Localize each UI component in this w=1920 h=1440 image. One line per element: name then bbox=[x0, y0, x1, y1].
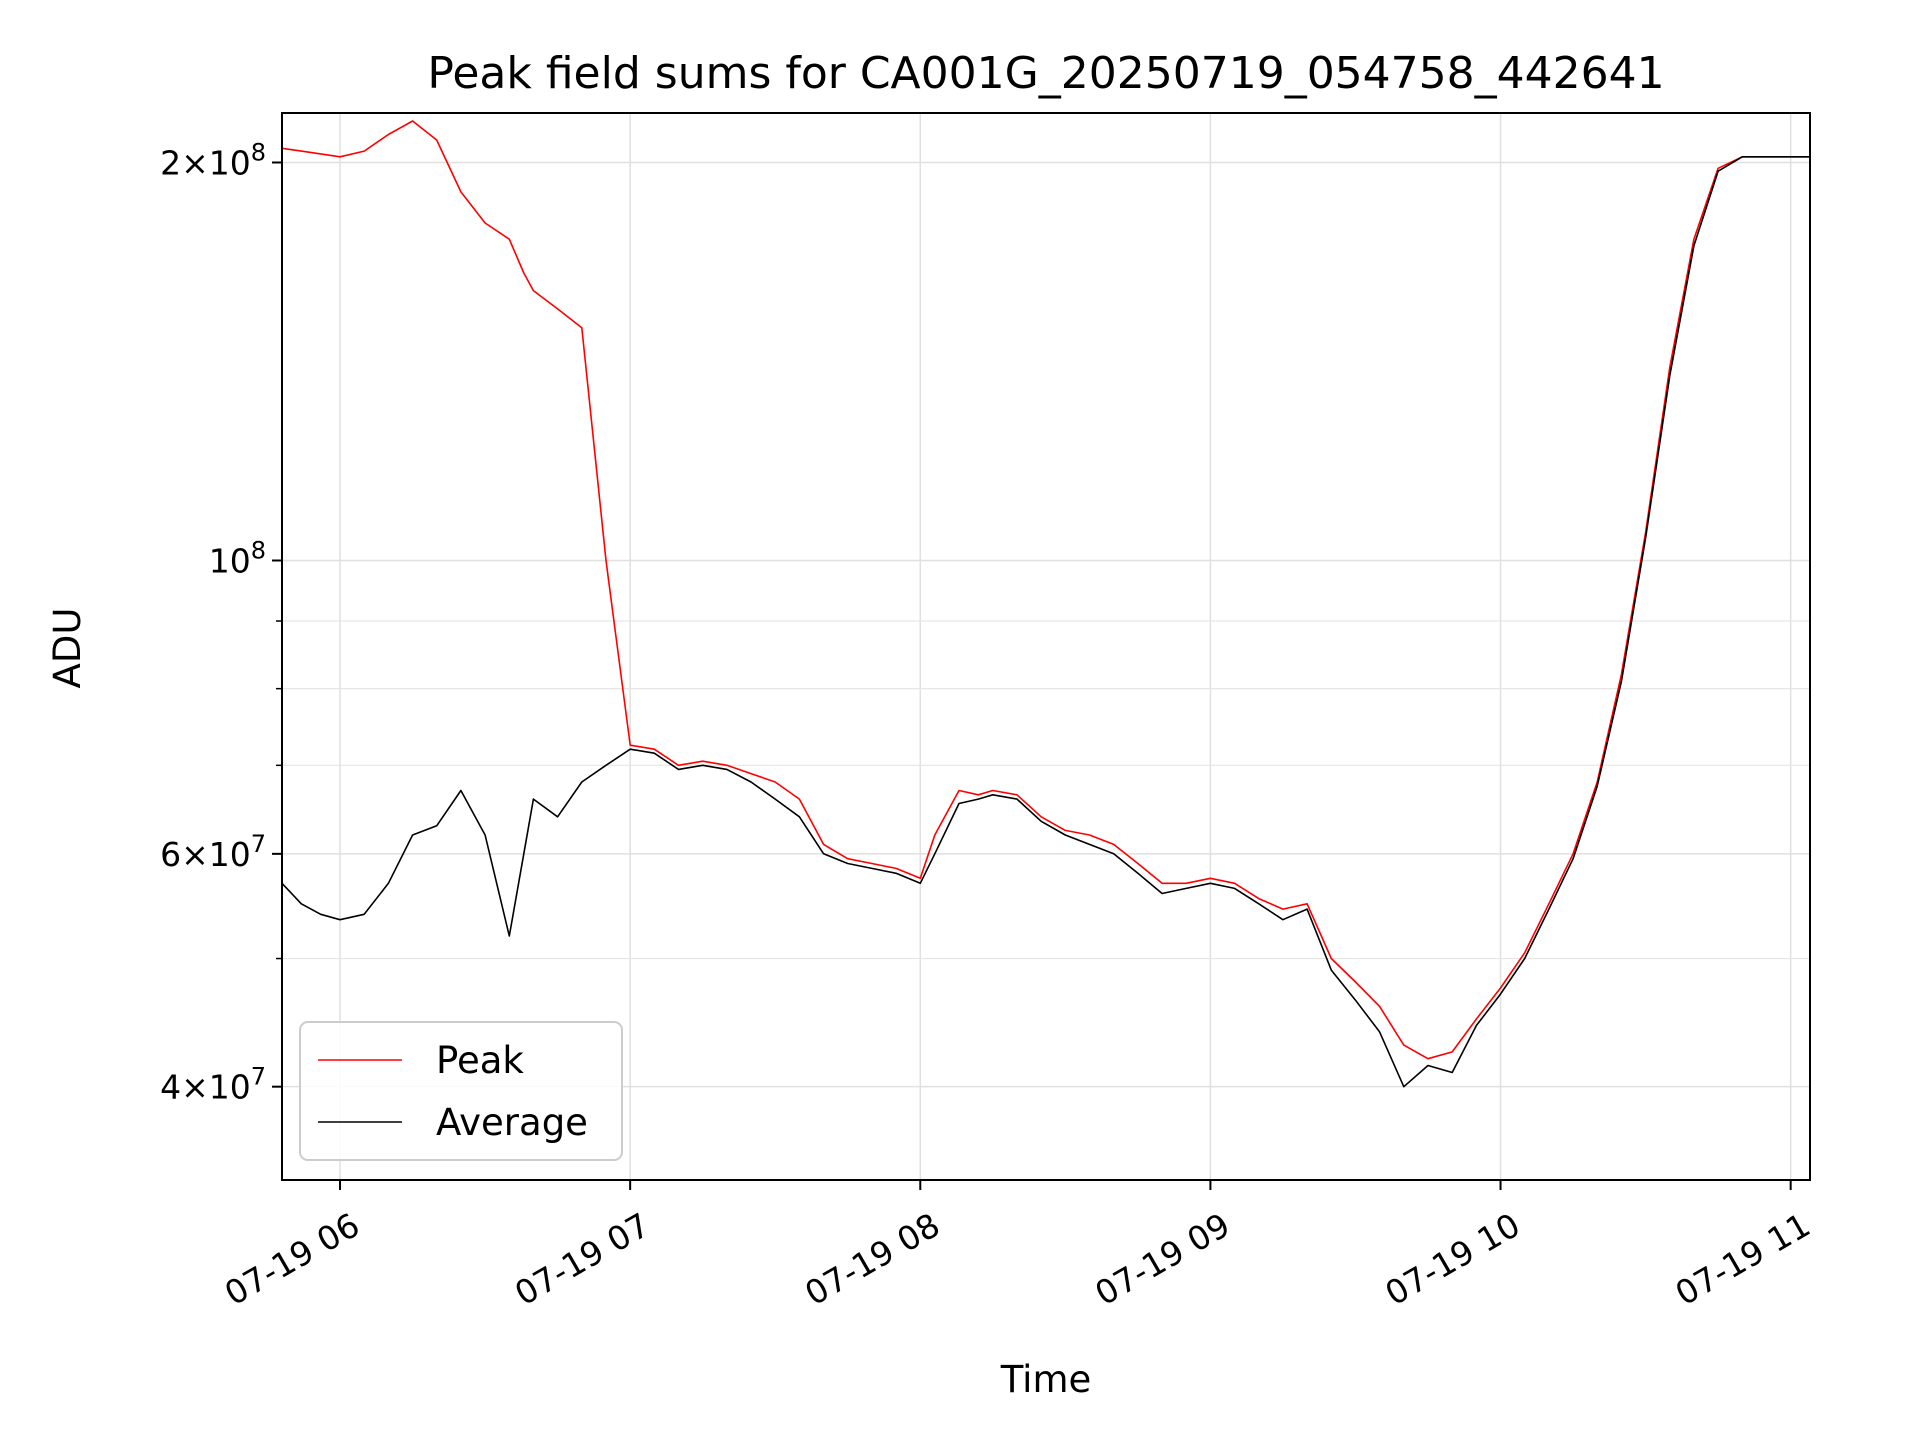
series-line-peak bbox=[281, 120, 1810, 1060]
legend-box bbox=[299, 1021, 623, 1161]
x-axis-label: Time bbox=[1000, 1358, 1092, 1401]
y-axis-label: ADU bbox=[46, 608, 89, 689]
legend-average-label: Average bbox=[436, 1101, 588, 1144]
y-tick-label: 108 bbox=[209, 537, 266, 581]
series-layer bbox=[281, 120, 1810, 1088]
plot-frame bbox=[281, 112, 1811, 1181]
y-tick-label: 4×107 bbox=[160, 1063, 266, 1107]
legend-peak-label: Peak bbox=[436, 1039, 524, 1082]
y-tick-label: 2×108 bbox=[160, 138, 266, 182]
legend: Peak Average bbox=[299, 1021, 623, 1161]
y-tick-label: 6×107 bbox=[160, 830, 266, 874]
chart-title: Peak field sums for CA001G_20250719_0547… bbox=[427, 48, 1664, 99]
grid bbox=[282, 113, 1810, 1180]
series-line-average bbox=[281, 156, 1810, 1088]
y-axis: 4×107 6×107 108 2×108 bbox=[160, 138, 282, 1107]
